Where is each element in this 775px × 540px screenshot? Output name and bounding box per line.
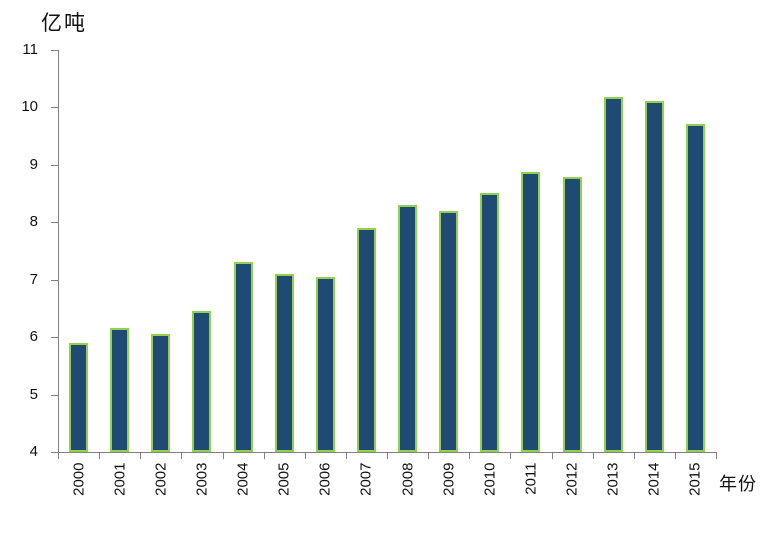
- y-axis-title: 亿吨: [41, 12, 87, 35]
- x-tick-label-2007: 2007: [357, 462, 375, 496]
- bar-2001: [110, 328, 130, 452]
- x-tick: [510, 453, 512, 459]
- bar-2015: [685, 124, 705, 452]
- y-tick-label: 5: [29, 385, 38, 403]
- bar-2003: [192, 311, 212, 452]
- bar-2010: [480, 193, 500, 452]
- x-tick-label-2010: 2010: [481, 462, 499, 496]
- y-tick: [51, 107, 58, 108]
- bar-2005: [274, 273, 294, 452]
- y-tick-label: 6: [29, 328, 38, 345]
- bar-2014: [644, 101, 664, 452]
- y-axis-line: [58, 49, 59, 453]
- x-tick: [140, 453, 142, 459]
- bar-2013: [603, 96, 623, 452]
- bar-2008: [398, 204, 418, 452]
- y-tick-label: 10: [21, 98, 38, 115]
- x-tick: [592, 453, 594, 459]
- x-tick-label-2002: 2002: [152, 462, 170, 496]
- bar-2012: [562, 177, 582, 452]
- bar-2002: [151, 334, 171, 452]
- y-tick-label: 8: [29, 213, 38, 230]
- y-tick: [51, 337, 58, 338]
- x-tick-label-2004: 2004: [234, 462, 252, 496]
- y-tick-label: 7: [29, 270, 38, 288]
- x-tick: [304, 453, 306, 459]
- x-tick-label-2000: 2000: [70, 462, 88, 496]
- x-tick-label-2011: 2011: [522, 462, 540, 495]
- bar-2011: [521, 171, 541, 452]
- x-tick: [633, 453, 635, 459]
- x-tick: [58, 453, 59, 459]
- x-tick: [716, 453, 717, 459]
- x-tick: [222, 453, 224, 459]
- y-tick: [51, 394, 58, 396]
- x-tick-label-2005: 2005: [275, 462, 293, 496]
- y-tick: [51, 164, 58, 166]
- x-axis-line: [58, 452, 717, 453]
- x-tick-label-2013: 2013: [604, 462, 622, 496]
- y-tick: [51, 49, 58, 51]
- y-tick-label: 9: [29, 155, 38, 173]
- x-tick-label-2012: 2012: [563, 462, 581, 496]
- bar-2006: [315, 276, 335, 452]
- y-tick: [51, 452, 58, 453]
- x-tick-label-2008: 2008: [399, 462, 417, 496]
- y-tick-label: 11: [22, 40, 38, 58]
- x-tick-label-2003: 2003: [193, 462, 211, 496]
- x-tick: [263, 453, 265, 459]
- x-axis-title: 年份: [719, 474, 757, 494]
- x-tick-label-2006: 2006: [316, 462, 334, 496]
- y-tick-label: 4: [29, 443, 38, 460]
- y-tick: [51, 222, 58, 223]
- x-tick-label-2009: 2009: [440, 462, 458, 496]
- x-tick-label-2001: 2001: [111, 462, 129, 496]
- x-tick: [345, 453, 347, 459]
- x-tick-label-2014: 2014: [645, 462, 663, 496]
- x-tick: [99, 453, 101, 459]
- x-tick: [387, 453, 388, 459]
- y-tick: [51, 279, 58, 281]
- x-tick-label-2015: 2015: [686, 462, 704, 496]
- x-tick: [551, 453, 553, 459]
- x-tick: [428, 453, 430, 459]
- bar-2004: [233, 262, 253, 452]
- bar-2000: [69, 342, 89, 452]
- bar-2009: [439, 210, 459, 452]
- x-tick: [469, 453, 471, 459]
- x-tick: [181, 453, 183, 459]
- x-tick: [674, 453, 676, 459]
- bar-2007: [356, 227, 376, 452]
